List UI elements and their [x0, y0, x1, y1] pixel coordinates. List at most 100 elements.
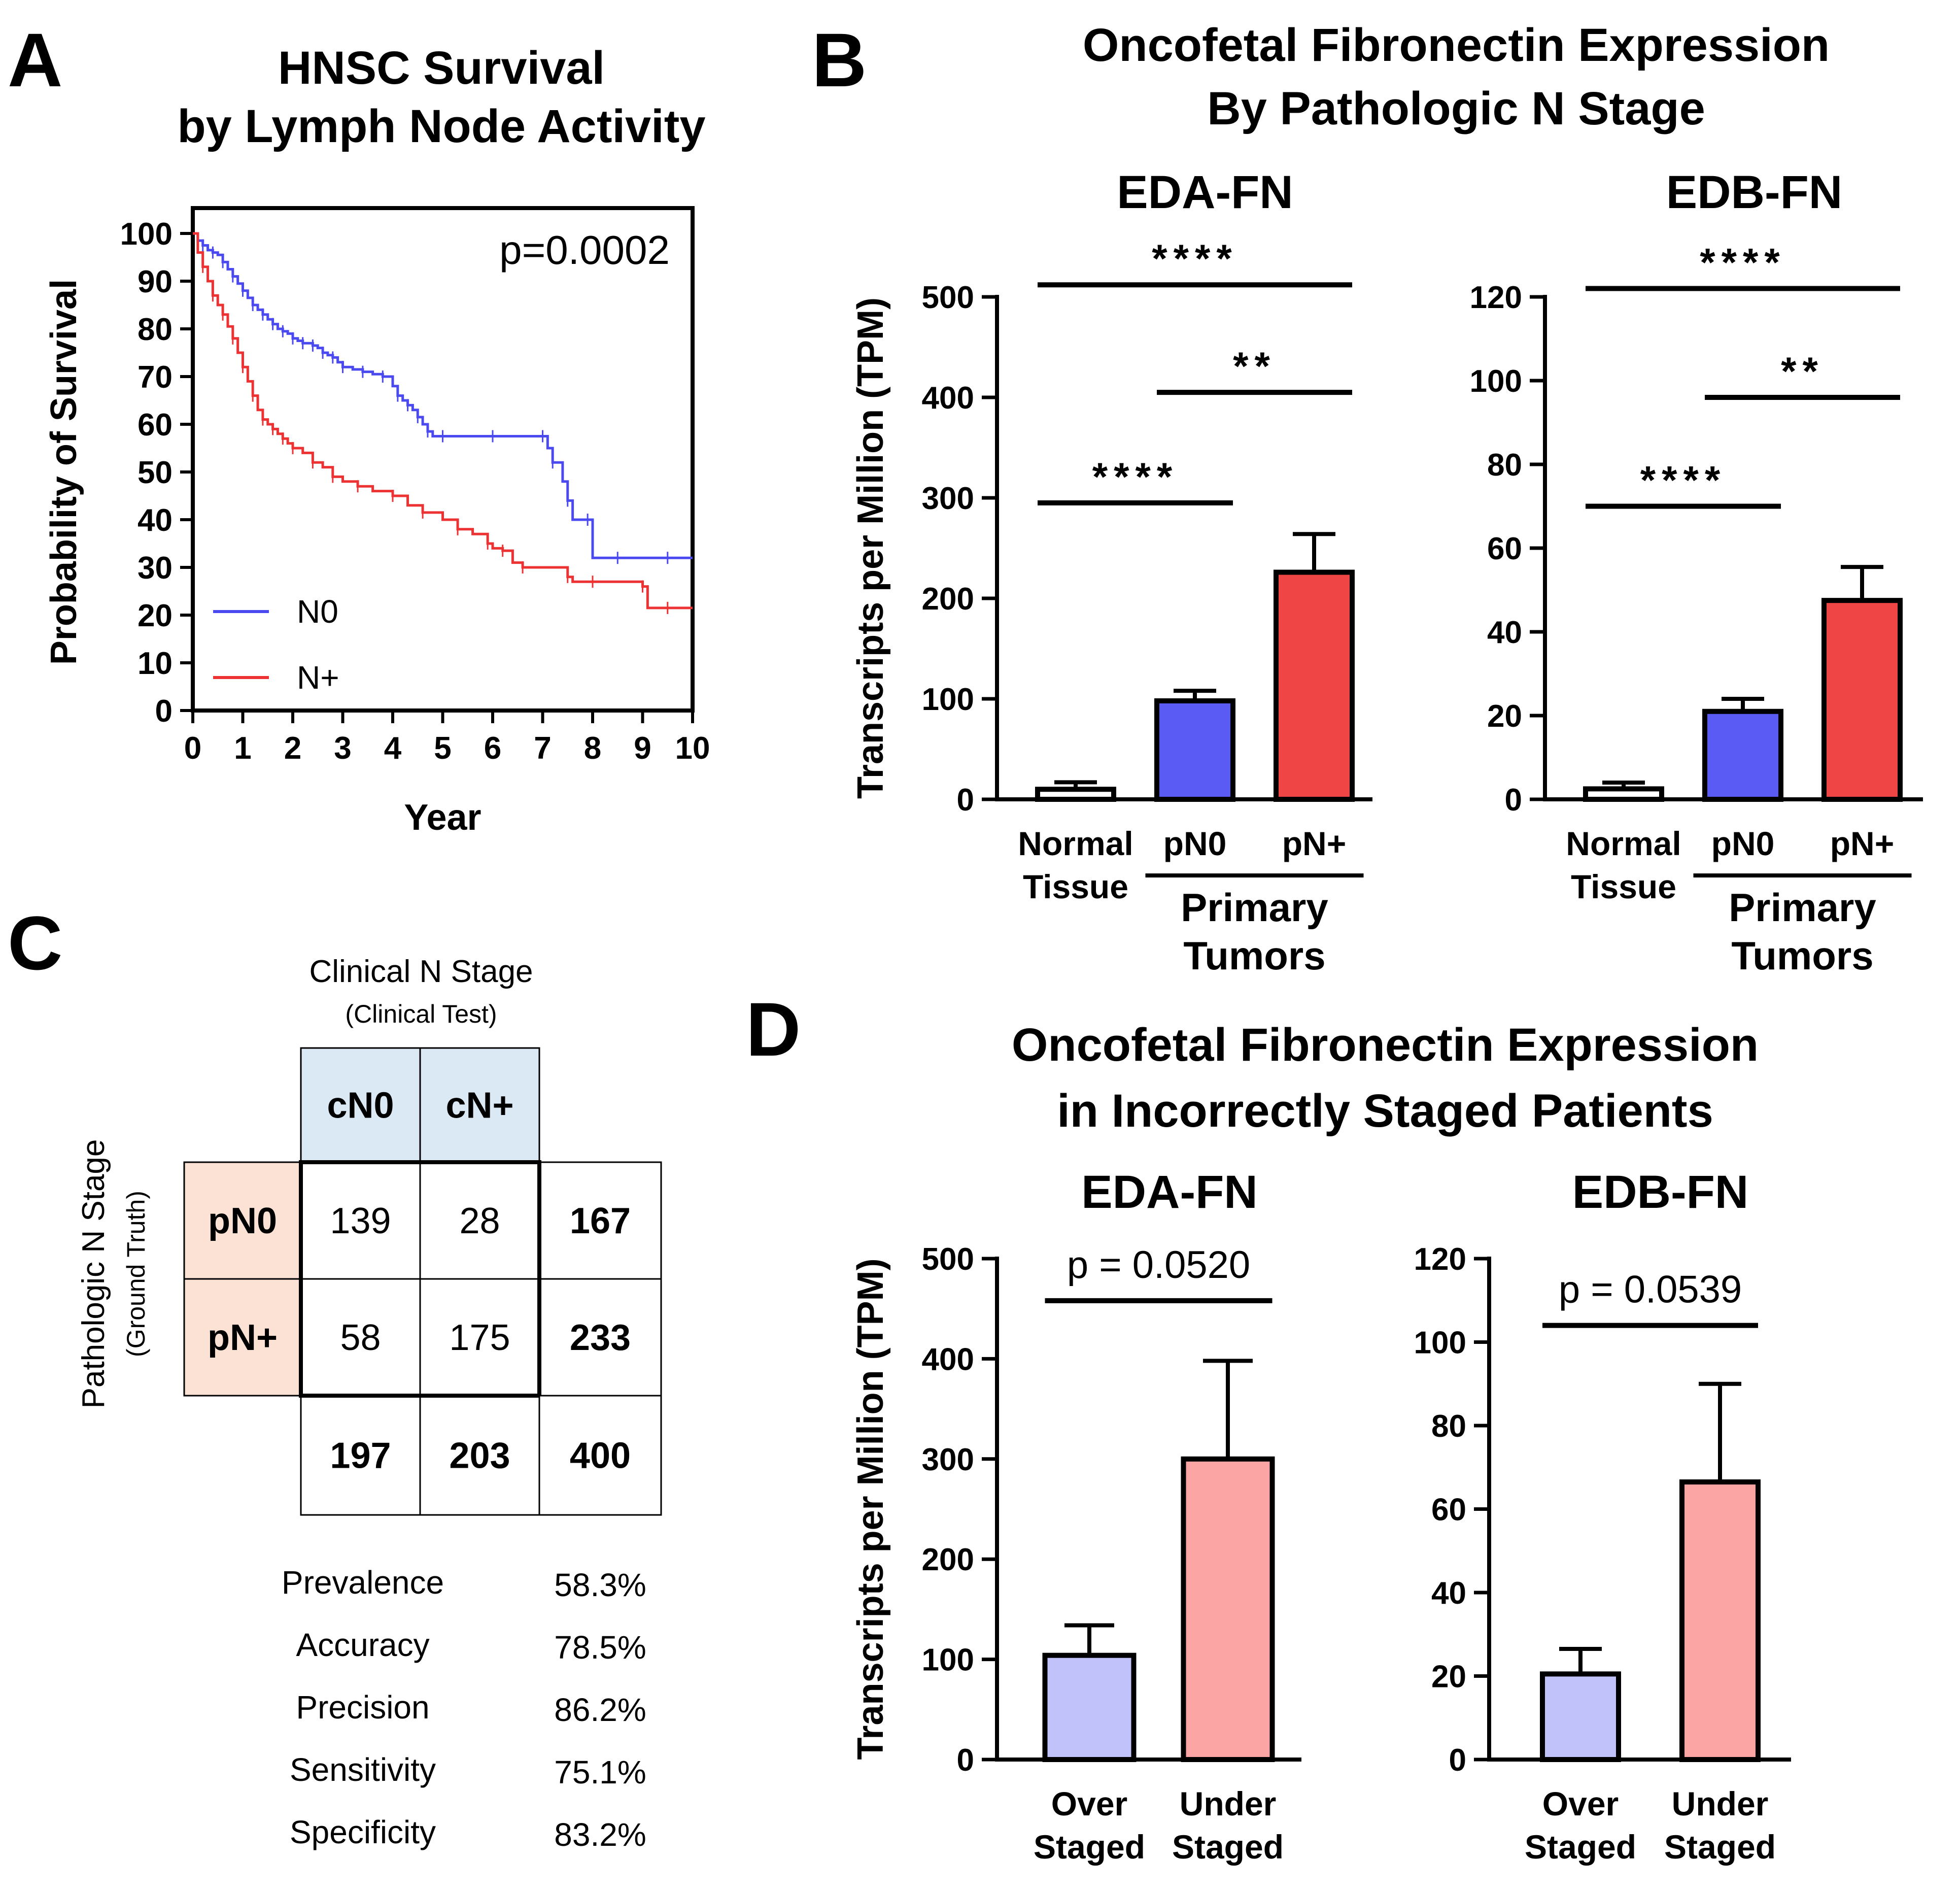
- bar: [1583, 786, 1664, 802]
- x-tick-label: 4: [384, 731, 402, 766]
- metric-value: 78.5%: [554, 1629, 646, 1666]
- matrix-cell: [300, 1278, 421, 1397]
- col-header-cn0: cN0: [327, 1086, 394, 1126]
- y-tick-label: 400: [922, 381, 974, 416]
- panel-b-title-line1: Oncofetal Fibronectin Expression: [1083, 19, 1830, 71]
- y-tick-label: 100: [922, 1643, 974, 1678]
- y-tick-label: 500: [922, 1242, 974, 1277]
- y-tick-label: 100: [1414, 1326, 1466, 1361]
- category-label: Tissue: [1023, 868, 1128, 905]
- category-label: Staged: [1034, 1828, 1145, 1866]
- chart-title: EDB-FN: [1572, 1166, 1749, 1218]
- panel-a-title-line2: by Lymph Node Activity: [177, 100, 705, 152]
- x-tick-label: 2: [284, 731, 301, 766]
- grand-total-value: 400: [570, 1436, 631, 1476]
- category-label: Normal: [1566, 825, 1681, 862]
- chart-title: EDA-FN: [1117, 166, 1293, 218]
- significance-label: **: [1781, 349, 1824, 393]
- col-total-value: 203: [449, 1436, 510, 1476]
- y-tick-label: 90: [137, 264, 173, 299]
- y-tick-label: 30: [137, 551, 173, 586]
- y-tick-label: 100: [120, 217, 173, 252]
- category-label: Under: [1672, 1785, 1769, 1822]
- panel-letter-a: A: [8, 17, 62, 103]
- significance-label: **: [1233, 344, 1276, 388]
- x-tick-label: 7: [534, 731, 551, 766]
- survival-curve-n0: [193, 232, 693, 559]
- significance-label: ****: [1152, 236, 1237, 281]
- y-tick-label: 70: [137, 360, 173, 395]
- panel-letter-b: B: [812, 17, 867, 103]
- y-tick-label: 40: [1487, 615, 1522, 650]
- y-tick-label: 400: [922, 1342, 974, 1377]
- matrix-cell-value: 175: [449, 1317, 510, 1358]
- col-header-cell: [419, 1047, 540, 1163]
- y-tick-label: 40: [137, 503, 173, 538]
- bar: [1274, 569, 1355, 802]
- panel-a-title-line1: HNSC Survival: [278, 42, 605, 94]
- y-tick-label: 10: [137, 646, 173, 681]
- y-tick-label: 0: [155, 694, 173, 729]
- y-tick-label: 120: [1414, 1242, 1466, 1277]
- y-tick-label: 0: [957, 783, 974, 818]
- y-tick-label: 60: [1431, 1493, 1466, 1528]
- y-tick-label: 120: [1470, 280, 1522, 315]
- category-label: Normal: [1018, 825, 1133, 862]
- col-total-value: 197: [330, 1436, 391, 1476]
- category-label: Staged: [1172, 1828, 1284, 1866]
- x-tick-label: 10: [675, 731, 710, 766]
- bar: [1035, 787, 1116, 802]
- col-header-cn-positive: cN+: [445, 1086, 513, 1126]
- significance-label: ****: [1092, 454, 1178, 499]
- category-label: Staged: [1664, 1828, 1776, 1866]
- x-tick-label: 0: [184, 731, 201, 766]
- bar: [1181, 1456, 1275, 1763]
- category-label: pN+: [1830, 825, 1895, 862]
- row-axis-label: Pathologic N Stage: [76, 1139, 111, 1409]
- chart-title: EDB-FN: [1666, 166, 1843, 218]
- chart-title: EDA-FN: [1081, 1166, 1258, 1218]
- x-tick-label: 9: [634, 731, 651, 766]
- y-tick-label: 300: [922, 1442, 974, 1477]
- panel-b-eda-chart: EDA-FN 0 100 200 300 400 500 Transcripts per Mi…: [850, 166, 1372, 978]
- metric-label: Accuracy: [296, 1627, 429, 1663]
- category-label: Under: [1180, 1785, 1277, 1822]
- metric-value: 86.2%: [554, 1692, 646, 1728]
- y-tick-label: 0: [1449, 1743, 1466, 1778]
- x-tick-label: 5: [434, 731, 451, 766]
- x-tick-label: 3: [334, 731, 351, 766]
- panel-a-survival-chart: 0 1 2 3 4 5 6 7 8 9 100102030405060708090100YearPr…: [44, 206, 710, 838]
- category-label: Staged: [1525, 1828, 1636, 1866]
- bar: [1540, 1671, 1621, 1762]
- plot-frame: [191, 206, 695, 713]
- group-label: Primary: [1181, 885, 1328, 930]
- panel-d-eda-chart: EDA-FN 0 100 200 300 400 500 Transcripts per Mi…: [850, 1166, 1301, 1866]
- metric-label: Specificity: [290, 1814, 436, 1850]
- y-tick-label: 80: [1487, 448, 1522, 483]
- significance-label: ****: [1640, 458, 1726, 502]
- y-axis-title: Transcripts per Million (TPM): [850, 297, 891, 799]
- y-tick-label: 80: [1431, 1409, 1466, 1444]
- category-label: Over: [1542, 1785, 1619, 1822]
- panel-letter-c: C: [8, 900, 62, 986]
- category-label: pN0: [1163, 825, 1227, 862]
- matrix-cell-value: 28: [459, 1201, 500, 1241]
- y-tick-label: 200: [922, 1542, 974, 1577]
- bar: [1679, 1479, 1761, 1763]
- y-tick-label: 80: [137, 312, 173, 347]
- row-header-cell: [183, 1278, 302, 1397]
- metric-value: 58.3%: [554, 1567, 646, 1603]
- x-tick-label: 1: [234, 731, 251, 766]
- x-tick-label: 8: [584, 731, 601, 766]
- bar: [1702, 708, 1783, 802]
- y-tick-label: 300: [922, 481, 974, 516]
- col-total-cell: [419, 1395, 540, 1516]
- significance-label: p = 0.0520: [1067, 1243, 1250, 1287]
- col-axis-label: Clinical N Stage: [309, 954, 533, 989]
- metric-value: 83.2%: [554, 1816, 646, 1853]
- panel-d-edb-chart: EDB-FN 0 20 40 60 80 100 120 Over Staged Under Stag…: [1414, 1166, 1791, 1866]
- y-tick-label: 500: [922, 280, 974, 315]
- row-total-value: 167: [570, 1201, 631, 1241]
- grand-total-cell: [538, 1395, 662, 1516]
